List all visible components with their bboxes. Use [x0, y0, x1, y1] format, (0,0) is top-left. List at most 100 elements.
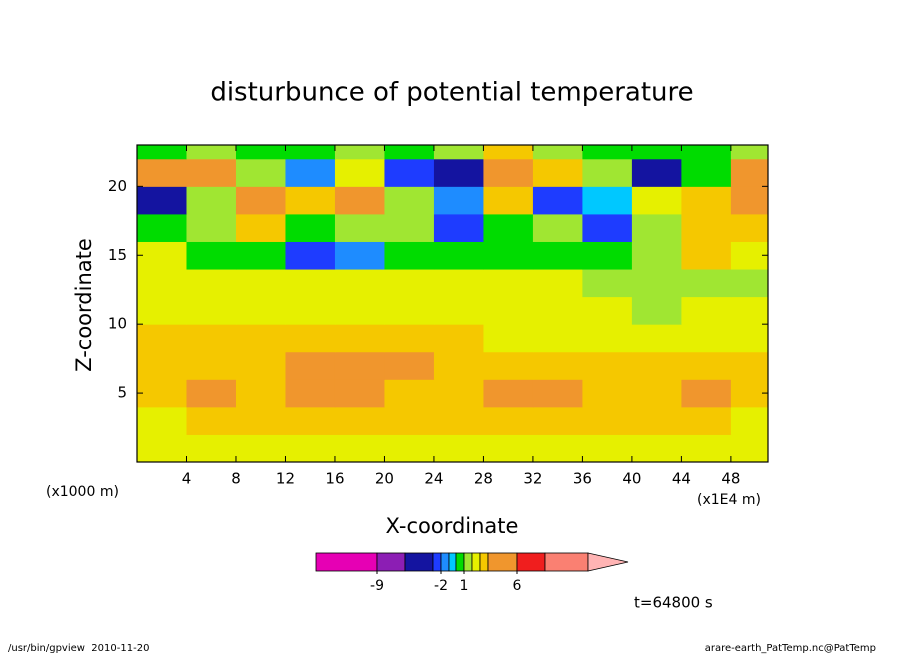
field-cell	[334, 241, 385, 270]
colorbar-box	[487, 552, 518, 572]
field-cell	[235, 213, 286, 242]
field-cell	[532, 241, 583, 270]
field-cell	[582, 351, 633, 380]
y-tick-label: 10	[108, 315, 127, 333]
colorbar-tick-label: 1	[460, 578, 469, 594]
field-cell	[483, 145, 534, 160]
field-cell	[433, 213, 484, 242]
field-cell	[582, 296, 633, 325]
field-cell	[186, 241, 237, 270]
field-cell	[681, 213, 732, 242]
field-cell	[186, 186, 237, 215]
field-cell	[681, 158, 732, 187]
field-cell	[433, 145, 484, 160]
field-cell	[285, 379, 336, 408]
field-cell	[582, 434, 633, 462]
field-cell	[730, 324, 768, 353]
field-cell	[186, 406, 237, 435]
colorbar-box	[455, 552, 465, 572]
field-cell	[137, 269, 187, 298]
field-cell	[334, 324, 385, 353]
field-cell	[681, 434, 732, 462]
field-cell	[631, 379, 682, 408]
field-cell	[334, 145, 385, 160]
field-cell	[137, 296, 187, 325]
field-cell	[532, 379, 583, 408]
field-cell	[285, 241, 336, 270]
field-cell	[730, 213, 768, 242]
field-cell	[384, 186, 435, 215]
field-cell	[285, 158, 336, 187]
field-cell	[631, 241, 682, 270]
field-cell	[483, 324, 534, 353]
contour-field	[137, 145, 768, 462]
y-unit: (x1000 m)	[46, 484, 119, 500]
field-cell	[384, 406, 435, 435]
field-cell	[631, 434, 682, 462]
colorbar-extend	[587, 552, 629, 572]
field-cell	[334, 296, 385, 325]
field-cell	[433, 241, 484, 270]
field-cell	[681, 269, 732, 298]
field-cell	[532, 213, 583, 242]
field-cell	[483, 186, 534, 215]
field-cell	[334, 379, 385, 408]
field-cell	[483, 379, 534, 408]
field-cell	[137, 434, 187, 462]
field-cell	[730, 186, 768, 215]
field-cell	[334, 434, 385, 462]
field-cell	[730, 158, 768, 187]
field-cell	[483, 406, 534, 435]
field-cell	[186, 434, 237, 462]
x-tick-label: 48	[721, 470, 740, 488]
field-cell	[582, 241, 633, 270]
field-cell	[285, 324, 336, 353]
colorbar-tick-label: -9	[370, 578, 384, 594]
field-cell	[285, 406, 336, 435]
field-cell	[483, 434, 534, 462]
field-cell	[384, 296, 435, 325]
field-cell	[137, 213, 187, 242]
field-cell	[483, 213, 534, 242]
footer-right: arare-earth_PatTemp.nc@PatTemp	[705, 643, 876, 654]
field-cell	[285, 269, 336, 298]
field-cell	[681, 324, 732, 353]
field-cell	[681, 406, 732, 435]
field-cell	[285, 145, 336, 160]
field-cell	[433, 379, 484, 408]
colorbar-box	[471, 552, 481, 572]
field-cell	[483, 351, 534, 380]
field-cell	[235, 241, 286, 270]
field-cell	[235, 434, 286, 462]
chart-title: disturbunce of potential temperature	[210, 78, 693, 108]
field-cell	[137, 158, 187, 187]
field-cell	[137, 406, 187, 435]
field-cell	[384, 351, 435, 380]
field-cell	[384, 145, 435, 160]
field-cell	[186, 324, 237, 353]
field-cell	[384, 379, 435, 408]
field-cell	[433, 434, 484, 462]
field-cell	[433, 406, 484, 435]
field-cell	[433, 269, 484, 298]
field-cell	[483, 241, 534, 270]
x-tick-label: 32	[523, 470, 542, 488]
x-tick-label: 40	[622, 470, 641, 488]
field-cell	[582, 145, 633, 160]
field-cell	[137, 351, 187, 380]
field-cell	[483, 269, 534, 298]
field-cell	[532, 296, 583, 325]
x-tick-label: 4	[182, 470, 192, 488]
plot-frame	[136, 144, 769, 463]
field-cell	[532, 351, 583, 380]
field-cell	[433, 296, 484, 325]
field-cell	[235, 269, 286, 298]
field-cell	[235, 296, 286, 325]
field-cell	[285, 186, 336, 215]
y-axis-label: Z-coordinate	[72, 238, 96, 372]
x-tick-label: 44	[672, 470, 691, 488]
field-cell	[631, 406, 682, 435]
field-cell	[285, 296, 336, 325]
field-cell	[730, 296, 768, 325]
